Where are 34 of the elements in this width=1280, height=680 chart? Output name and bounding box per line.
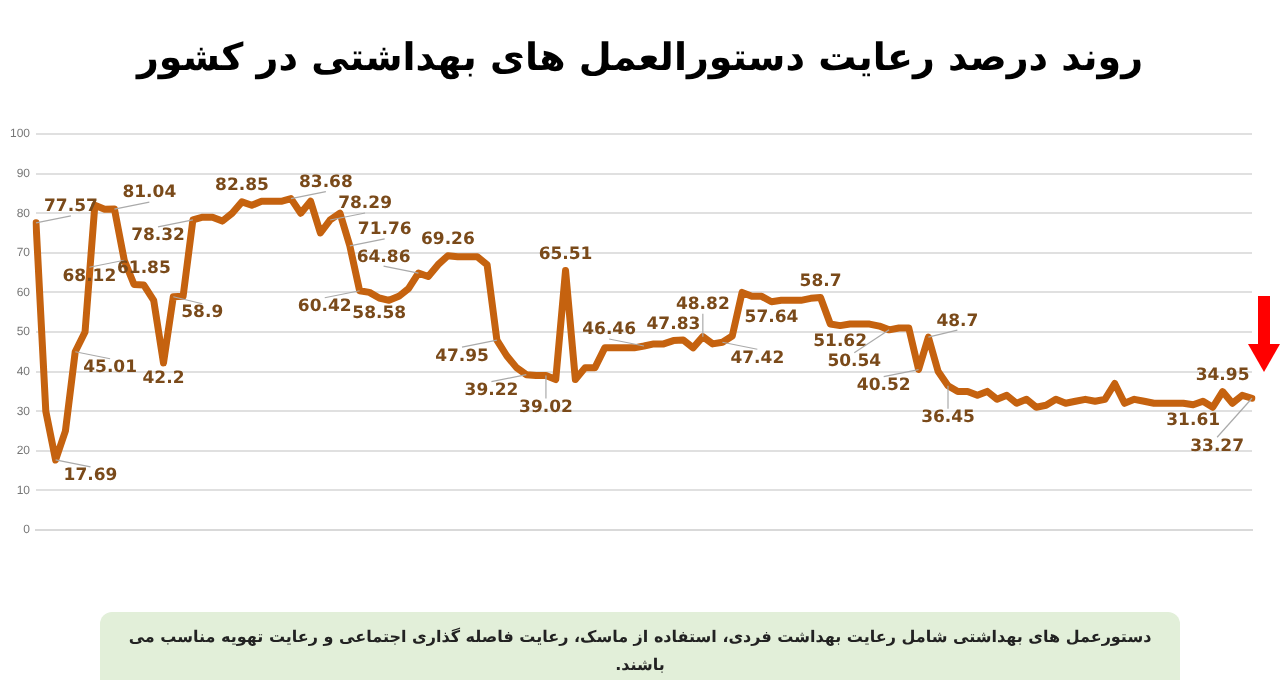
data-label: 42.2 xyxy=(142,369,185,390)
chart-title: روند درصد رعایت دستورالعمل های بهداشتی در کشور xyxy=(133,36,1146,80)
data-label: 31.61 xyxy=(1166,411,1221,432)
data-label: 51.62 xyxy=(813,331,868,352)
data-label: 48.82 xyxy=(675,295,730,316)
data-label: 39.02 xyxy=(519,397,573,418)
data-label: 47.42 xyxy=(730,348,785,369)
data-label: 50.54 xyxy=(827,352,882,373)
data-label: 39.22 xyxy=(464,381,519,402)
data-label: 45.01 xyxy=(83,358,138,379)
data-label: 60.42 xyxy=(297,297,352,318)
data-label: 58.7 xyxy=(799,271,842,292)
data-label: 58.9 xyxy=(181,303,224,324)
data-label: 64.86 xyxy=(356,247,411,268)
data-label: 40.52 xyxy=(856,375,911,396)
data-label: 36.45 xyxy=(921,408,976,429)
data-label: 33.27 xyxy=(1190,436,1245,457)
data-label: 83.68 xyxy=(298,173,353,194)
data-label: 81.04 xyxy=(122,183,177,204)
data-label: 82.85 xyxy=(215,176,269,197)
data-label: 65.51 xyxy=(538,244,593,265)
data-label: 78.32 xyxy=(131,226,186,247)
data-label: 46.46 xyxy=(582,320,637,341)
data-label: 69.26 xyxy=(420,230,475,251)
data-label: 58.58 xyxy=(352,304,407,325)
data-label: 48.7 xyxy=(936,311,979,332)
text: دستورعمل های بهداشتی شامل رعایت بهداشت فردی، استفاده از ماسک، رعایت فاصله گذاری اجتماعی و رعایت تهویه مناسب می باشند. xyxy=(100,612,1180,680)
data-label: 71.76 xyxy=(357,220,412,241)
data-label: 57.64 xyxy=(744,308,799,329)
data-label: 34.95 xyxy=(1195,366,1250,386)
data-label: 17.69 xyxy=(63,466,118,487)
data-label: 47.83 xyxy=(646,315,701,335)
data-label: 78.29 xyxy=(338,194,393,215)
data-label: 47.95 xyxy=(435,346,490,367)
